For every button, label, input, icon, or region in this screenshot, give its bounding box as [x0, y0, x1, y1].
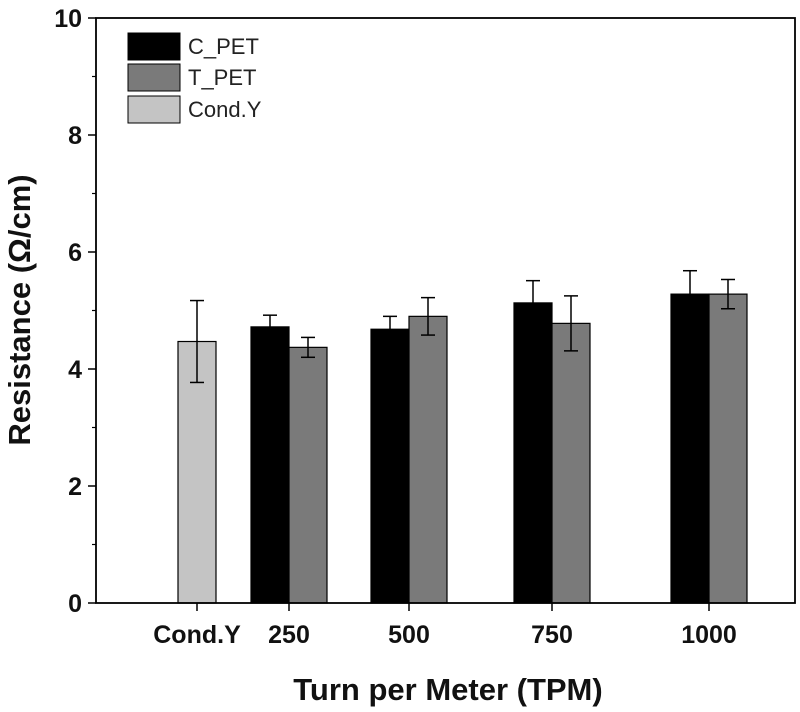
bar-t-pet-750: [551, 322, 591, 604]
bar-c-pet-250: [250, 326, 290, 604]
x-axis-title: Turn per Meter (TPM): [293, 672, 602, 707]
y-tick-label: 10: [54, 5, 82, 33]
y-tick-label: 8: [68, 122, 82, 150]
bar-t-pet-250: [288, 346, 328, 604]
x-tick-label: 250: [268, 621, 310, 649]
legend-swatch-c-pet: [127, 32, 181, 61]
bar-c-pet-1000: [670, 293, 710, 604]
bars-layer: [177, 293, 748, 604]
y-tick-label: 0: [68, 590, 82, 618]
ticks-layer: Cond.Y 250 500 750 1000 0 2 4 6 8 10: [54, 5, 737, 649]
error-bar-c-pet-750: [526, 279, 540, 326]
legend-label-c-pet: C_PET: [188, 34, 259, 59]
bar-c-pet-750: [513, 302, 553, 604]
y-tick-label: 4: [68, 356, 82, 384]
x-tick-label: Cond.Y: [153, 621, 241, 649]
bar-t-pet-500: [408, 315, 448, 604]
error-bar-t-pet-250: [301, 336, 315, 359]
y-tick-label: 2: [68, 473, 82, 501]
error-bars-layer: [190, 269, 735, 384]
error-bar-t-pet-750: [564, 295, 578, 352]
legend-swatch-cond-y: [127, 95, 181, 124]
legend-label-t-pet: T_PET: [188, 65, 256, 90]
x-tick-label: 500: [388, 621, 430, 649]
x-tick-label: 750: [531, 621, 573, 649]
error-bar-t-pet-1000: [721, 278, 735, 310]
error-bar-c-pet-250: [263, 314, 277, 340]
error-bar-cond-y-cond-y: [190, 299, 204, 384]
error-bar-c-pet-1000: [683, 269, 697, 319]
x-tick-label: 1000: [681, 621, 737, 649]
legend: C_PET T_PET Cond.Y: [127, 32, 262, 124]
bar-cond-y-cond-y: [177, 340, 217, 604]
bar-t-pet-1000: [708, 293, 748, 604]
legend-label-cond-y: Cond.Y: [188, 97, 262, 122]
bar-c-pet-500: [370, 328, 410, 604]
y-axis-title: Resistance (Ω/cm): [2, 174, 37, 445]
y-tick-label: 6: [68, 239, 82, 267]
error-bar-c-pet-500: [383, 315, 397, 343]
legend-swatch-t-pet: [127, 63, 181, 92]
error-bar-t-pet-500: [421, 296, 435, 336]
